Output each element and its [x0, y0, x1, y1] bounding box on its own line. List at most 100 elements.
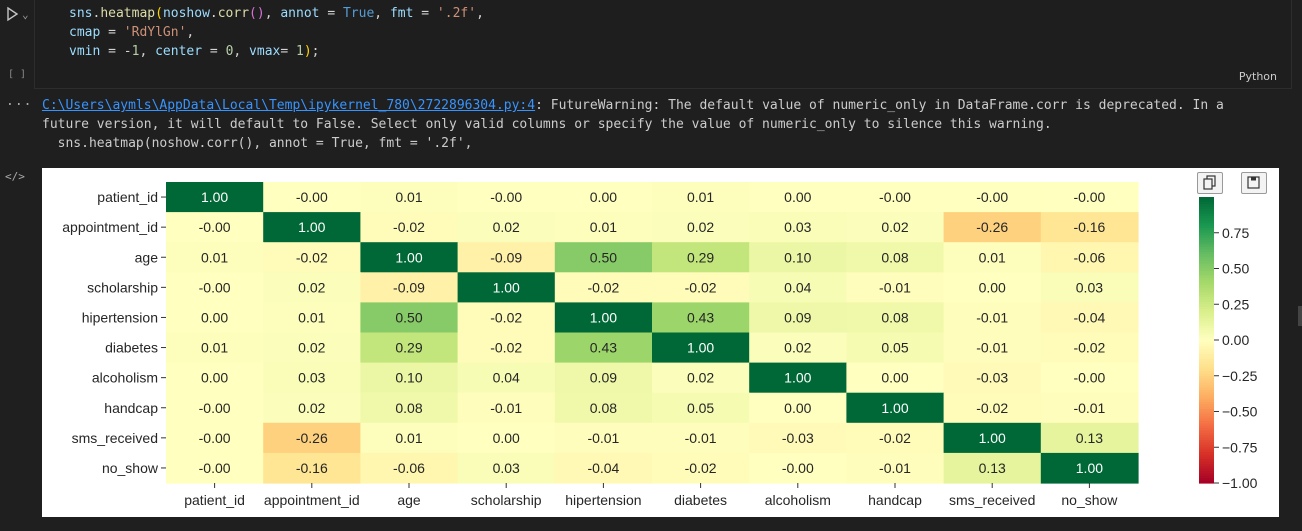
- heatmap-cell: [846, 452, 945, 484]
- colorbar-segment: [1199, 351, 1214, 355]
- colorbar-segment: [1199, 256, 1214, 260]
- x-tick-label: scholarship: [471, 492, 542, 508]
- heatmap-figure: 1.00 -0.00 0.01 -0.00 0.00 0.01 0.00 -0.00 -0.00…: [42, 168, 1279, 517]
- heatmap-annotation: 1.00: [979, 430, 1006, 446]
- save-image-button[interactable]: [1241, 172, 1267, 194]
- colorbar-segment: [1199, 330, 1214, 334]
- heatmap-cell: [1040, 332, 1139, 364]
- heatmap-annotation: 0.00: [493, 430, 520, 446]
- heatmap-cell: [846, 392, 945, 424]
- heatmap-cell: [749, 242, 847, 273]
- heatmap-annotation: -0.00: [199, 219, 231, 235]
- scrollbar-thumb[interactable]: [1298, 306, 1302, 326]
- heatmap-cell: [749, 272, 847, 303]
- heatmap-annotation: -0.02: [976, 400, 1008, 416]
- code-cell[interactable]: sns.heatmap(noshow.corr(), annot = True,…: [34, 0, 1292, 89]
- heatmap-annotation: -0.02: [393, 219, 425, 235]
- code-editor[interactable]: sns.heatmap(noshow.corr(), annot = True,…: [69, 4, 484, 61]
- colorbar-segment: [1199, 437, 1214, 441]
- x-tick-label: no_show: [1061, 492, 1118, 508]
- language-label[interactable]: Python: [1238, 70, 1277, 83]
- heatmap-annotation: 0.01: [395, 430, 422, 446]
- heatmap-cell: [1040, 302, 1139, 334]
- colorbar-segment: [1199, 430, 1214, 434]
- colorbar-segment: [1199, 323, 1214, 327]
- heatmap-cell: [457, 272, 556, 303]
- heatmap-cell: [943, 242, 1042, 273]
- execution-count: [ ]: [8, 69, 27, 80]
- colorbar-segment: [1199, 249, 1214, 253]
- colorbar-segment: [1199, 230, 1214, 234]
- colorbar-segment: [1199, 270, 1214, 274]
- code-line-1: sns.heatmap(noshow.corr(), annot = True,…: [69, 6, 484, 21]
- colorbar-segment: [1199, 225, 1214, 229]
- colorbar-tick-label: −1.00: [1222, 475, 1258, 491]
- colorbar-segment: [1199, 297, 1214, 301]
- heatmap-cell: [846, 272, 945, 303]
- heatmap-annotation: 0.02: [881, 219, 908, 235]
- heatmap-cell: [943, 332, 1042, 364]
- colorbar-segment: [1199, 447, 1214, 451]
- code-icon[interactable]: </>: [5, 170, 25, 183]
- heatmap-cell: [166, 242, 264, 273]
- heatmap-annotation: 0.02: [298, 279, 325, 295]
- heatmap-annotation: 0.43: [590, 340, 617, 356]
- colorbar-segment: [1199, 316, 1214, 320]
- colorbar-segment: [1199, 456, 1214, 460]
- heatmap-cell: [1040, 392, 1139, 424]
- y-tick-label: hipertension: [82, 309, 158, 325]
- heatmap-cell: [457, 452, 556, 484]
- heatmap-cell: [263, 422, 361, 454]
- colorbar-segment: [1199, 359, 1214, 363]
- heatmap-annotation: 0.03: [784, 219, 811, 235]
- heatmap-cell: [166, 392, 264, 424]
- heatmap-annotation: 0.00: [979, 279, 1006, 295]
- heatmap-cell: [166, 422, 264, 454]
- run-cell-button[interactable]: [4, 6, 20, 22]
- run-icon: [7, 6, 19, 22]
- colorbar-segment: [1199, 471, 1214, 475]
- heatmap-annotation: -0.01: [490, 400, 522, 416]
- heatmap-cell: [846, 362, 945, 394]
- colorbar-segment: [1199, 378, 1214, 382]
- colorbar-segment: [1199, 440, 1214, 444]
- heatmap-annotation: -0.00: [490, 189, 522, 205]
- colorbar-segment: [1199, 220, 1214, 224]
- heatmap-annotation: 0.05: [881, 340, 908, 356]
- heatmap-annotation: 0.00: [590, 189, 617, 205]
- colorbar-segment: [1199, 449, 1214, 453]
- heatmap-annotation: 0.02: [298, 340, 325, 356]
- heatmap-annotation: 0.08: [590, 400, 617, 416]
- heatmap-cell: [749, 422, 847, 454]
- colorbar-segment: [1199, 285, 1214, 289]
- heatmap-cell: [749, 392, 847, 424]
- colorbar-segment: [1199, 292, 1214, 296]
- colorbar-segment: [1199, 309, 1214, 312]
- x-tick-label: sms_received: [949, 492, 1035, 508]
- heatmap-annotation: -0.00: [782, 460, 814, 476]
- heatmap-cell: [360, 332, 459, 364]
- heatmap-cell: [554, 332, 653, 364]
- y-tick-label: scholarship: [87, 279, 158, 295]
- colorbar-segment: [1199, 421, 1214, 425]
- x-tick-label: patient_id: [184, 492, 245, 508]
- chevron-down-icon[interactable]: ⌄: [22, 8, 29, 21]
- y-tick-label: patient_id: [97, 189, 158, 205]
- y-tick-label: no_show: [102, 460, 159, 476]
- copy-image-button[interactable]: [1197, 172, 1223, 194]
- heatmap-cell: [263, 212, 361, 243]
- colorbar-segment: [1199, 337, 1214, 341]
- heatmap-annotation: 0.09: [784, 309, 811, 325]
- warning-output: C:\Users\aymls\AppData\Local\Temp\ipyker…: [42, 96, 1272, 153]
- output-menu-button[interactable]: ...: [6, 94, 33, 109]
- colorbar-segment: [1199, 390, 1214, 394]
- colorbar-segment: [1199, 416, 1214, 420]
- colorbar-segment: [1199, 242, 1214, 246]
- colorbar-segment: [1199, 306, 1214, 310]
- heatmap-annotation: 0.01: [979, 249, 1006, 265]
- warning-file-link[interactable]: C:\Users\aymls\AppData\Local\Temp\ipyker…: [42, 98, 536, 113]
- heatmap-annotation: -0.03: [782, 430, 814, 446]
- heatmap-annotation: 0.01: [298, 309, 325, 325]
- heatmap-annotation: -0.04: [1073, 309, 1105, 325]
- colorbar-segment: [1199, 235, 1214, 239]
